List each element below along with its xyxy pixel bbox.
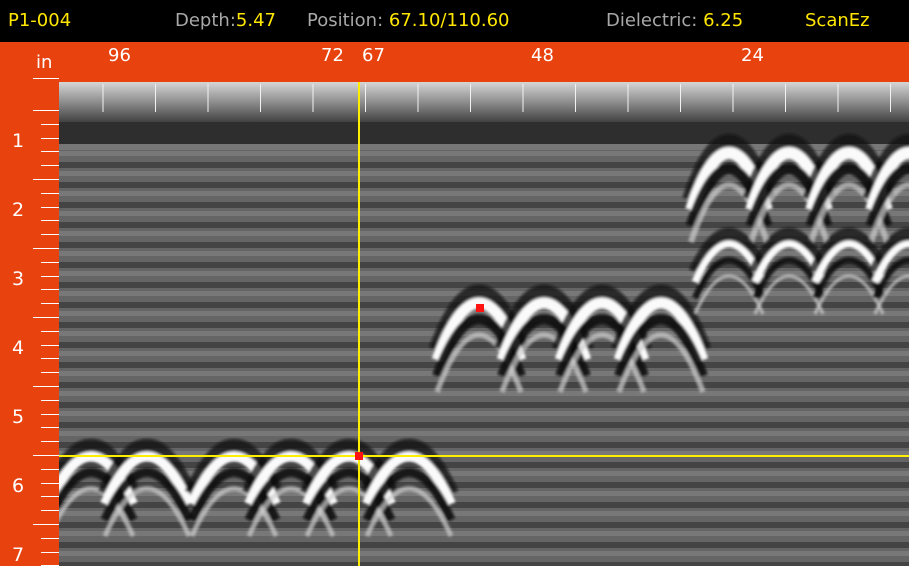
depth-tick	[41, 331, 59, 332]
depth-tick	[41, 400, 59, 401]
ruler-label-67: 67	[362, 45, 385, 66]
depth-tick	[33, 179, 59, 180]
depth-tick	[33, 248, 59, 249]
depth-tick	[41, 441, 59, 442]
position-readout: Position: 67.10/110.60	[307, 10, 509, 31]
depth-label-7: 7	[12, 544, 24, 566]
depth-value: 5.47	[236, 10, 276, 31]
depth-tick	[41, 469, 59, 470]
depth-tick	[41, 483, 59, 484]
depth-tick	[41, 207, 59, 208]
file-name: P1-004	[8, 10, 71, 31]
dielectric-label: Dielectric:	[606, 10, 697, 31]
depth-tick	[41, 496, 59, 497]
crosshair-vertical[interactable]	[358, 82, 360, 566]
dielectric-value: 6.25	[703, 10, 743, 31]
depth-tick	[41, 345, 59, 346]
ruler-label-48: 48	[531, 45, 554, 66]
crosshair-marker[interactable]	[355, 452, 363, 460]
depth-readout: Depth:5.47	[175, 10, 276, 31]
depth-label-5: 5	[12, 406, 24, 428]
depth-tick	[33, 317, 59, 318]
app-name: ScanEz	[805, 10, 870, 31]
depth-tick	[41, 510, 59, 511]
vertical-ruler: 1 2 3 4 5 6 7	[0, 82, 59, 566]
depth-tick	[41, 552, 59, 553]
horizontal-ruler: in 96 72 67 48 24	[0, 42, 909, 82]
dielectric-readout: Dielectric: 6.25	[606, 10, 743, 31]
ruler-label-24: 24	[741, 45, 764, 66]
depth-tick	[41, 276, 59, 277]
ruler-unit: in	[36, 52, 52, 73]
radargram-image	[59, 82, 909, 566]
depth-tick	[41, 220, 59, 221]
depth-tick	[33, 524, 59, 525]
depth-tick	[41, 151, 59, 152]
depth-label-1: 1	[12, 130, 24, 152]
ruler-label-96: 96	[108, 45, 131, 66]
depth-tick	[41, 358, 59, 359]
depth-tick	[41, 538, 59, 539]
depth-label: Depth:	[175, 10, 236, 31]
radargram[interactable]	[59, 82, 909, 566]
depth-tick	[33, 110, 59, 111]
depth-tick	[41, 414, 59, 415]
depth-tick	[41, 165, 59, 166]
depth-label-3: 3	[12, 268, 24, 290]
depth-tick	[33, 386, 59, 387]
depth-tick	[41, 303, 59, 304]
depth-tick	[33, 455, 59, 456]
depth-tick	[41, 234, 59, 235]
depth-tick	[41, 372, 59, 373]
depth-tick	[41, 427, 59, 428]
position-label: Position:	[307, 10, 383, 31]
target-marker[interactable]	[476, 304, 484, 312]
depth-tick	[41, 262, 59, 263]
depth-tick	[41, 124, 59, 125]
depth-tick	[41, 193, 59, 194]
depth-label-6: 6	[12, 475, 24, 497]
depth-label-4: 4	[12, 337, 24, 359]
position-value: 67.10/110.60	[389, 10, 510, 31]
status-bar: P1-004 Depth:5.47 Position: 67.10/110.60…	[0, 0, 909, 42]
depth-label-2: 2	[12, 199, 24, 221]
depth-tick	[41, 138, 59, 139]
depth-tick	[41, 289, 59, 290]
crosshair-horizontal[interactable]	[59, 455, 909, 457]
ruler-unit-underline	[33, 78, 59, 79]
ruler-label-72: 72	[321, 45, 344, 66]
